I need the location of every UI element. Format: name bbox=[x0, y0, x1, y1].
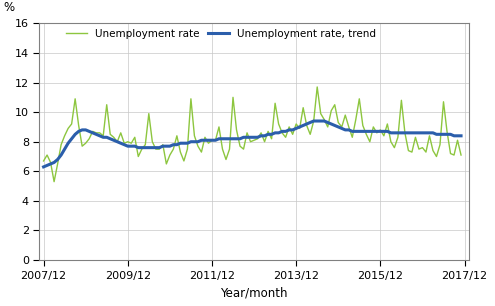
Unemployment rate bbox=[41, 159, 47, 163]
Unemployment rate, trend bbox=[41, 165, 47, 169]
Unemployment rate bbox=[132, 136, 138, 139]
Unemployment rate, trend bbox=[374, 129, 380, 133]
Unemployment rate, trend bbox=[332, 124, 338, 127]
X-axis label: Year/month: Year/month bbox=[220, 286, 288, 299]
Unemployment rate bbox=[51, 180, 57, 184]
Line: Unemployment rate, trend: Unemployment rate, trend bbox=[44, 121, 461, 167]
Unemployment rate bbox=[314, 85, 320, 89]
Unemployment rate, trend bbox=[153, 146, 159, 149]
Unemployment rate, trend bbox=[128, 144, 134, 148]
Unemployment rate bbox=[335, 121, 341, 124]
Line: Unemployment rate: Unemployment rate bbox=[44, 87, 461, 182]
Unemployment rate, trend bbox=[272, 131, 278, 135]
Unemployment rate, trend bbox=[311, 119, 317, 123]
Y-axis label: %: % bbox=[4, 1, 15, 14]
Unemployment rate bbox=[377, 128, 383, 132]
Unemployment rate, trend bbox=[458, 134, 464, 138]
Unemployment rate bbox=[156, 147, 162, 151]
Legend: Unemployment rate, Unemployment rate, trend: Unemployment rate, Unemployment rate, tr… bbox=[66, 28, 376, 39]
Unemployment rate bbox=[276, 122, 282, 126]
Unemployment rate bbox=[451, 153, 457, 157]
Unemployment rate bbox=[458, 153, 464, 157]
Unemployment rate, trend bbox=[447, 132, 453, 136]
